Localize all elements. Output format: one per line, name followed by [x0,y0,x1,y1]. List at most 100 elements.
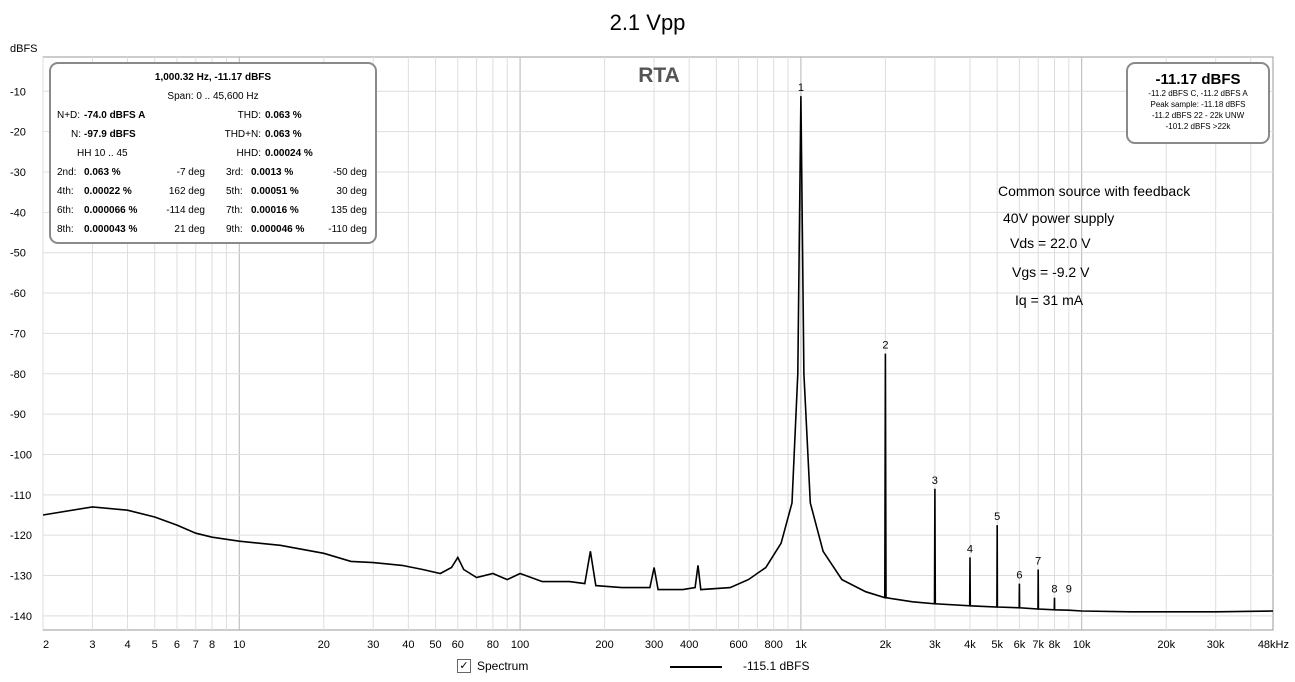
legend-line-swatch [670,666,722,668]
x-tick-label: 6 [174,639,180,651]
harmonic-label: 7th: [226,205,243,216]
level-line: -101.2 dBFS >22k [1165,122,1231,131]
harmonic-value: 0.000046 % [251,224,305,235]
harmonic-label: 3rd: [226,167,244,178]
harmonic-phase: 30 deg [336,186,367,197]
y-tick-label: -10 [10,86,26,98]
rta-watermark: RTA [638,64,680,87]
stats-span: Span: 0 .. 45,600 Hz [167,91,259,102]
level-line: -11.2 dBFS 22 - 22k UNW [1151,111,1245,120]
level-line: -11.2 dBFS C, -11.2 dBFS A [1148,89,1248,98]
nd-label: N+D: [57,110,81,121]
level-main: -11.17 dBFS [1155,71,1241,88]
x-tick-label: 7k [1032,639,1044,651]
harmonic-phase: 21 deg [174,224,205,235]
y-tick-label: -140 [10,611,32,623]
stats-header: 1,000.32 Hz, -11.17 dBFS [154,72,272,83]
x-tick-label: 2k [880,639,892,651]
stats-panel: 1,000.32 Hz, -11.17 dBFS Span: 0 .. 45,6… [49,62,377,244]
x-tick-label: 5 [152,639,158,651]
harmonic-value: 0.00022 % [84,186,132,197]
x-tick-label: 40 [402,639,414,651]
x-tick-label: 200 [595,639,613,651]
harmonic-value: 0.00016 % [251,205,299,216]
note-line: Vds = 22.0 V [1010,235,1091,251]
harmonic-label: 5th: [226,186,243,197]
x-tick-label: 20k [1157,639,1175,651]
harmonic-marker-label: 3 [932,475,938,487]
x-tick-label: 30 [367,639,379,651]
y-axis-label: dBFS [10,43,38,55]
stats-hh-row: HH 10 .. 45 HHD: 0.00024 % [51,144,375,163]
x-tick-label: 3 [89,639,95,651]
y-axis-ticks: -10 -20 -30 -40 -50 -60 -70 -80 -90 -100 -110 -120 -… [10,86,32,623]
harmonic-row: 2nd: 0.063 % -7 deg 3rd: 0.0013 % -50 de… [51,163,375,182]
x-tick-label: 1k [795,639,807,651]
harmonic-phase: 162 deg [168,186,205,197]
x-tick-label: 300 [645,639,663,651]
harmonic-label: 6th: [57,205,74,216]
spectrum-checkbox[interactable]: ✓ [457,659,471,673]
y-tick-label: -90 [10,409,26,421]
stats-header-row: 1,000.32 Hz, -11.17 dBFS [51,68,375,87]
harmonic-phase: -110 deg [328,224,367,235]
x-tick-label: 400 [680,639,698,651]
y-tick-label: -70 [10,328,26,340]
hhd-value: 0.00024 % [265,148,313,159]
harmonic-label: 9th: [226,224,243,235]
chart-title: 2.1 Vpp [609,10,686,35]
harmonic-label: 8th: [57,224,74,235]
level-line: Peak sample: -11.18 dBFS [1150,100,1246,109]
y-tick-label: -60 [10,288,26,300]
x-tick-label: 6k [1014,639,1026,651]
y-tick-label: -40 [10,207,26,219]
harmonic-row: 4th: 0.00022 % 162 deg 5th: 0.00051 % 30… [51,182,375,201]
x-tick-label: 600 [729,639,747,651]
thd-label: THD: [237,110,261,121]
harmonic-marker-label: 7 [1035,555,1041,567]
harmonic-marker-label: 4 [967,543,973,555]
n-value: -97.9 dBFS [84,129,136,140]
harmonic-phase: -114 deg [166,205,205,216]
legend-value: -115.1 dBFS [743,659,810,673]
note-line: Vgs = -9.2 V [1012,264,1090,280]
legend-label[interactable]: Spectrum [477,659,529,673]
n-label: N: [71,129,81,140]
harmonic-marker-label: 5 [994,511,1000,523]
stats-span-row: Span: 0 .. 45,600 Hz [51,87,375,106]
stats-nd-row: N+D: -74.0 dBFS A THD: 0.063 % [51,106,375,125]
x-tick-label: 2 [43,639,49,651]
thdn-value: 0.063 % [265,129,302,140]
x-tick-label: 800 [765,639,783,651]
harmonic-phase: 135 deg [330,205,367,216]
nd-value: -74.0 dBFS A [84,110,146,121]
y-tick-label: -110 [10,490,31,502]
x-tick-label: 4 [124,639,130,651]
harmonic-label: 2nd: [57,167,77,178]
x-tick-label: 60 [452,639,464,651]
thdn-label: THD+N: [224,129,261,140]
x-tick-label: 50 [429,639,441,651]
harmonic-marker-label: 8 [1051,584,1057,596]
note-line: 40V power supply [1003,210,1115,226]
harmonic-value: 0.000066 % [84,205,138,216]
thd-value: 0.063 % [265,110,302,121]
x-tick-label: 3k [929,639,941,651]
y-tick-label: -100 [10,449,32,461]
x-tick-label: 7 [193,639,199,651]
y-tick-label: -80 [10,369,26,381]
series-line-spectrum [42,96,1274,613]
y-tick-label: -130 [10,571,32,583]
harmonic-row: 6th: 0.000066 % -114 deg 7th: 0.00016 % … [51,201,375,220]
y-tick-label: -50 [10,248,26,260]
harmonic-marker-label: 1 [798,82,804,94]
harmonic-marker-label: 2 [882,340,888,352]
y-tick-label: -120 [10,530,32,542]
harmonic-phase: -7 deg [176,167,205,178]
stats-n-row: N: -97.9 dBFS THD+N: 0.063 % [51,125,375,144]
harmonic-value: 0.000043 % [84,224,138,235]
x-tick-label: 10k [1073,639,1091,651]
harmonic-marker-label: 9 [1066,584,1072,596]
note-line: Common source with feedback [998,183,1191,199]
harmonic-marker-label: 6 [1016,570,1022,582]
